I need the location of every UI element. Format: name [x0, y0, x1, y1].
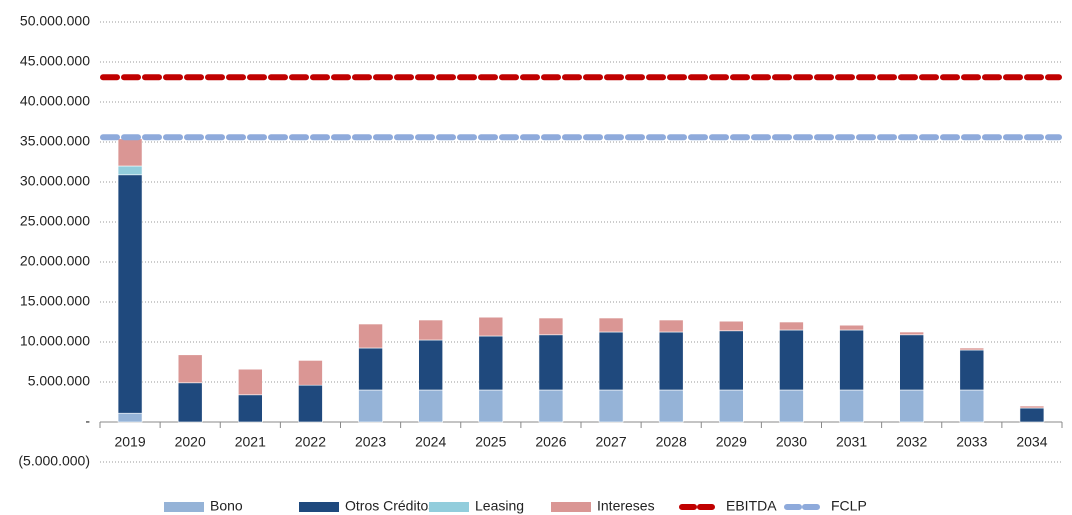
x-tick-label: 2023: [355, 434, 386, 450]
legend-swatch: [164, 502, 204, 512]
x-tick-label: 2029: [716, 434, 747, 450]
bar-segment: [658, 331, 684, 391]
bar-segment: [779, 321, 804, 331]
bar-segment: [719, 389, 744, 423]
bar-segment: [418, 319, 443, 341]
bar-segment: [658, 319, 684, 333]
legend-label: EBITDA: [726, 498, 777, 514]
bar-segment: [839, 329, 864, 391]
bar-segment: [959, 349, 985, 391]
bar-segment: [117, 165, 143, 176]
bar-segment: [177, 354, 203, 384]
bar-segment: [719, 320, 744, 332]
y-tick-label: 40.000.000: [20, 93, 90, 109]
bar-segment: [598, 389, 624, 423]
bar-segment: [1019, 407, 1045, 423]
bar-segment: [478, 335, 504, 391]
bar-segment: [418, 339, 443, 391]
bar-segment: [538, 334, 564, 391]
y-tick-label: (5.000.000): [18, 453, 90, 469]
legend-label: Bono: [210, 498, 243, 514]
bar-segment: [899, 389, 924, 423]
y-tick-label: 50.000.000: [20, 13, 90, 29]
bar-segment: [478, 389, 504, 423]
x-tick-label: 2025: [475, 434, 506, 450]
y-tick-label: 10.000.000: [20, 333, 90, 349]
bar-segment: [117, 138, 143, 167]
x-tick-label: 2019: [114, 434, 145, 450]
legend-swatch: [551, 502, 591, 512]
bar-segment: [478, 316, 504, 337]
y-tick-label: 5.000.000: [28, 373, 90, 389]
y-tick-label: -: [85, 413, 90, 429]
bar-segment: [358, 323, 383, 349]
y-tick-label: 25.000.000: [20, 213, 90, 229]
bar-segment: [959, 347, 985, 351]
x-tick-label: 2030: [776, 434, 807, 450]
legend-label: Leasing: [475, 498, 524, 514]
y-tick-label: 30.000.000: [20, 173, 90, 189]
x-tick-label: 2027: [595, 434, 626, 450]
legend-label: Otros Créditos: [345, 498, 435, 514]
x-tick-label: 2021: [235, 434, 266, 450]
x-tick-label: 2033: [956, 434, 987, 450]
bar-segment: [358, 347, 383, 391]
x-tick-label: 2034: [1016, 434, 1047, 450]
y-tick-label: 20.000.000: [20, 253, 90, 269]
x-tick-label: 2022: [295, 434, 326, 450]
bar-segment: [959, 389, 985, 423]
bar-segment: [779, 329, 804, 391]
x-tick-label: 2026: [535, 434, 566, 450]
bar-segment: [238, 368, 263, 396]
bar-segment: [298, 360, 323, 386]
bar-segment: [538, 389, 564, 423]
bar-segment: [298, 384, 323, 423]
x-tick-label: 2020: [175, 434, 206, 450]
bar-segment: [358, 389, 383, 423]
bar-segment: [839, 389, 864, 423]
legend-swatch: [429, 502, 469, 512]
legend-swatch: [299, 502, 339, 512]
bar-segment: [117, 412, 143, 423]
bar-segment: [1019, 405, 1045, 409]
bar-segment: [779, 389, 804, 423]
y-tick-label: 35.000.000: [20, 133, 90, 149]
y-tick-label: 45.000.000: [20, 53, 90, 69]
legend-label: Intereses: [597, 498, 655, 514]
bar-segment: [719, 330, 744, 391]
bar-segment: [598, 317, 624, 333]
bar-segment: [598, 331, 624, 391]
bar-segment: [418, 389, 443, 423]
x-tick-label: 2028: [656, 434, 687, 450]
bar-segment: [899, 331, 924, 336]
bar-segment: [117, 174, 143, 414]
bar-segment: [899, 334, 924, 391]
x-tick-label: 2032: [896, 434, 927, 450]
bar-segment: [839, 324, 864, 331]
bar-segment: [538, 317, 564, 336]
bar-segment: [238, 394, 263, 423]
bar-segment: [177, 382, 203, 423]
y-tick-label: 15.000.000: [20, 293, 90, 309]
bar-segment: [658, 389, 684, 423]
legend-label: FCLP: [831, 498, 867, 514]
x-tick-label: 2031: [836, 434, 867, 450]
x-tick-label: 2024: [415, 434, 446, 450]
